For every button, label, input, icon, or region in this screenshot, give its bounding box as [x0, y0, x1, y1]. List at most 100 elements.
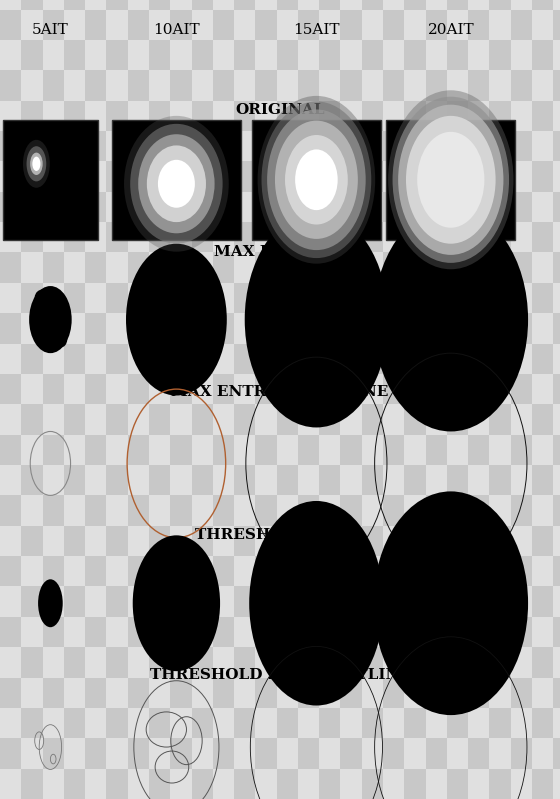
- Bar: [468, 313, 489, 344]
- Bar: [43, 769, 64, 799]
- Bar: [170, 131, 192, 161]
- Bar: [112, 120, 241, 240]
- Ellipse shape: [138, 134, 214, 233]
- Bar: [43, 738, 64, 769]
- Bar: [277, 769, 298, 799]
- Bar: [298, 161, 319, 192]
- Bar: [85, 222, 106, 252]
- Bar: [319, 738, 340, 769]
- Bar: [255, 738, 277, 769]
- Bar: [298, 647, 319, 678]
- Bar: [511, 526, 532, 556]
- Bar: [468, 708, 489, 738]
- Bar: [298, 738, 319, 769]
- Ellipse shape: [130, 124, 223, 244]
- Bar: [85, 738, 106, 769]
- Bar: [383, 313, 404, 344]
- Bar: [128, 70, 149, 101]
- Bar: [362, 495, 383, 526]
- Bar: [106, 556, 128, 586]
- Bar: [319, 465, 340, 495]
- Bar: [362, 435, 383, 465]
- Bar: [404, 435, 426, 465]
- Ellipse shape: [126, 244, 227, 396]
- Bar: [234, 586, 255, 617]
- Bar: [43, 10, 64, 40]
- Bar: [277, 678, 298, 708]
- Bar: [362, 556, 383, 586]
- Bar: [553, 647, 560, 678]
- Bar: [64, 283, 85, 313]
- Bar: [234, 708, 255, 738]
- Bar: [43, 161, 64, 192]
- Bar: [404, 617, 426, 647]
- Bar: [192, 465, 213, 495]
- Bar: [192, 131, 213, 161]
- Bar: [489, 10, 511, 40]
- Bar: [128, 556, 149, 586]
- Bar: [553, 70, 560, 101]
- Bar: [0, 222, 21, 252]
- Ellipse shape: [54, 332, 67, 348]
- Bar: [213, 465, 234, 495]
- Bar: [447, 40, 468, 70]
- Ellipse shape: [124, 116, 229, 252]
- Bar: [319, 617, 340, 647]
- Bar: [532, 192, 553, 222]
- Bar: [149, 435, 170, 465]
- Bar: [149, 0, 170, 10]
- Bar: [468, 526, 489, 556]
- Bar: [404, 495, 426, 526]
- Bar: [532, 738, 553, 769]
- Bar: [64, 161, 85, 192]
- Ellipse shape: [52, 605, 60, 618]
- Bar: [383, 192, 404, 222]
- Bar: [404, 647, 426, 678]
- Bar: [277, 738, 298, 769]
- Bar: [468, 647, 489, 678]
- Bar: [404, 678, 426, 708]
- Bar: [277, 435, 298, 465]
- Bar: [64, 586, 85, 617]
- Bar: [0, 647, 21, 678]
- Bar: [234, 192, 255, 222]
- Bar: [234, 495, 255, 526]
- Bar: [426, 617, 447, 647]
- Bar: [532, 344, 553, 374]
- Bar: [362, 617, 383, 647]
- Bar: [468, 161, 489, 192]
- Bar: [511, 10, 532, 40]
- Bar: [170, 404, 192, 435]
- Bar: [192, 526, 213, 556]
- Ellipse shape: [38, 579, 63, 627]
- Bar: [319, 374, 340, 404]
- Bar: [234, 556, 255, 586]
- Bar: [85, 161, 106, 192]
- Bar: [21, 769, 43, 799]
- Bar: [489, 738, 511, 769]
- Bar: [43, 222, 64, 252]
- Bar: [447, 586, 468, 617]
- Bar: [0, 435, 21, 465]
- Bar: [128, 0, 149, 10]
- Bar: [43, 131, 64, 161]
- Bar: [298, 769, 319, 799]
- Bar: [277, 404, 298, 435]
- Bar: [128, 222, 149, 252]
- Bar: [319, 708, 340, 738]
- Bar: [383, 101, 404, 131]
- Bar: [43, 0, 64, 10]
- Bar: [468, 465, 489, 495]
- Bar: [511, 708, 532, 738]
- Bar: [213, 70, 234, 101]
- Bar: [0, 404, 21, 435]
- Bar: [426, 10, 447, 40]
- Bar: [404, 374, 426, 404]
- Bar: [489, 222, 511, 252]
- Bar: [43, 556, 64, 586]
- Bar: [447, 495, 468, 526]
- Bar: [128, 465, 149, 495]
- Bar: [0, 0, 21, 10]
- Bar: [170, 374, 192, 404]
- Bar: [149, 192, 170, 222]
